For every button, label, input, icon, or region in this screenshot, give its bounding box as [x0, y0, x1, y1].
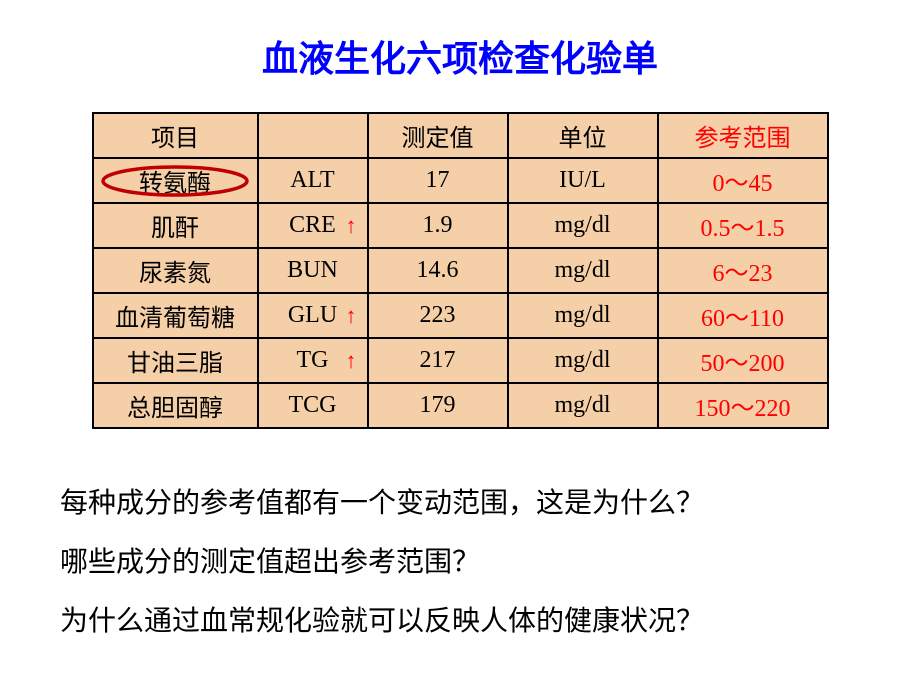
- cell-item-name: 转氨酶: [93, 158, 258, 203]
- cell-item-name: 肌酐: [93, 203, 258, 248]
- up-arrow-icon: ↑: [346, 305, 357, 327]
- cell-item-name: 总胆固醇: [93, 383, 258, 428]
- header-unit: 单位: [508, 113, 658, 158]
- cell-value: 1.9: [368, 203, 508, 248]
- cell-reference-range: 50～200: [658, 338, 828, 383]
- lab-results-table: 项目 测定值 单位 参考范围 转氨酶ALT17IU/L0～45肌酐CRE↑1.9…: [92, 112, 829, 429]
- circle-highlight-icon: [98, 164, 253, 198]
- table-container: 项目 测定值 单位 参考范围 转氨酶ALT17IU/L0～45肌酐CRE↑1.9…: [50, 112, 870, 429]
- table-row: 尿素氮BUN14.6mg/dl6～23: [93, 248, 828, 293]
- cell-reference-range: 60～110: [658, 293, 828, 338]
- up-arrow-icon: ↑: [346, 215, 357, 237]
- header-item: 项目: [93, 113, 258, 158]
- cell-item-name: 甘油三脂: [93, 338, 258, 383]
- question-line: 每种成分的参考值都有一个变动范围，这是为什么？: [60, 474, 860, 533]
- cell-unit: mg/dl: [508, 203, 658, 248]
- page-title: 血液生化六项检查化验单: [50, 30, 870, 82]
- header-code: [258, 113, 368, 158]
- table-header-row: 项目 测定值 单位 参考范围: [93, 113, 828, 158]
- up-arrow-icon: ↑: [346, 350, 357, 372]
- cell-reference-range: 6～23: [658, 248, 828, 293]
- cell-value: 14.6: [368, 248, 508, 293]
- cell-item-name: 尿素氮: [93, 248, 258, 293]
- table-row: 甘油三脂TG↑217mg/dl50～200: [93, 338, 828, 383]
- header-reference: 参考范围: [658, 113, 828, 158]
- table-row: 血清葡萄糖GLU↑223mg/dl60～110: [93, 293, 828, 338]
- cell-unit: IU/L: [508, 158, 658, 203]
- table-row: 总胆固醇TCG179mg/dl150～220: [93, 383, 828, 428]
- cell-item-name: 血清葡萄糖: [93, 293, 258, 338]
- cell-code: CRE↑: [258, 203, 368, 248]
- table-row: 肌酐CRE↑1.9mg/dl0.5～1.5: [93, 203, 828, 248]
- questions-block: 每种成分的参考值都有一个变动范围，这是为什么？ 哪些成分的测定值超出参考范围？ …: [50, 474, 870, 650]
- cell-value: 217: [368, 338, 508, 383]
- cell-unit: mg/dl: [508, 248, 658, 293]
- cell-value: 17: [368, 158, 508, 203]
- header-value: 测定值: [368, 113, 508, 158]
- question-line: 哪些成分的测定值超出参考范围？: [60, 533, 860, 592]
- cell-code: BUN: [258, 248, 368, 293]
- cell-code: GLU↑: [258, 293, 368, 338]
- cell-reference-range: 0.5～1.5: [658, 203, 828, 248]
- cell-value: 179: [368, 383, 508, 428]
- cell-code: ALT: [258, 158, 368, 203]
- cell-reference-range: 150～220: [658, 383, 828, 428]
- cell-code: TG↑: [258, 338, 368, 383]
- table-row: 转氨酶ALT17IU/L0～45: [93, 158, 828, 203]
- cell-unit: mg/dl: [508, 383, 658, 428]
- cell-value: 223: [368, 293, 508, 338]
- cell-code: TCG: [258, 383, 368, 428]
- cell-unit: mg/dl: [508, 293, 658, 338]
- question-line: 为什么通过血常规化验就可以反映人体的健康状况？: [60, 592, 860, 651]
- cell-reference-range: 0～45: [658, 158, 828, 203]
- cell-unit: mg/dl: [508, 338, 658, 383]
